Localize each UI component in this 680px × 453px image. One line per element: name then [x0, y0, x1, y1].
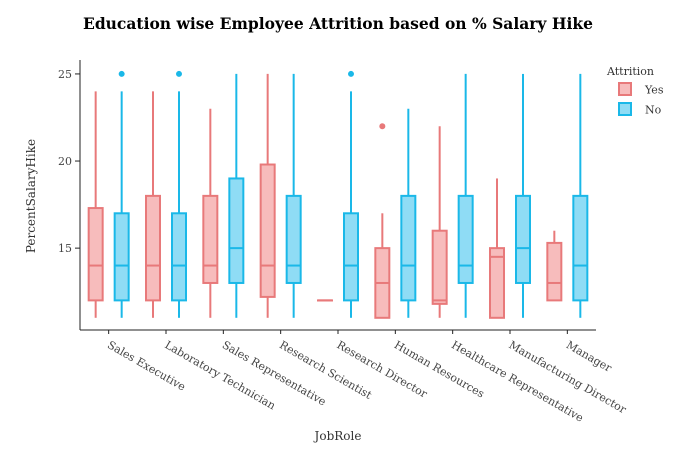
- box-yes: [87, 91, 104, 318]
- box-body: [87, 207, 104, 302]
- box-no: [343, 70, 359, 318]
- box-no: [457, 73, 474, 318]
- outlier-point: [379, 123, 386, 130]
- box-no: [285, 73, 302, 318]
- box-body: [515, 194, 531, 284]
- y-tick-label: 20: [58, 155, 72, 168]
- x-tick-label: Research Scientist: [277, 338, 374, 402]
- box-body: [489, 247, 505, 319]
- box-body: [113, 212, 130, 302]
- box-body: [285, 194, 302, 284]
- box-body: [343, 212, 359, 302]
- legend: Attrition Yes No: [606, 65, 664, 117]
- box-body: [431, 229, 448, 305]
- box-body: [572, 194, 589, 302]
- box-body: [546, 241, 563, 302]
- legend-swatch-yes: [618, 82, 632, 96]
- box-no: [113, 70, 130, 318]
- box-yes: [145, 91, 161, 318]
- y-axis-title: PercentSalaryHike: [24, 139, 38, 253]
- box-body: [457, 194, 474, 284]
- box-yes: [259, 73, 276, 318]
- box-no: [228, 73, 245, 318]
- chart-title: Education wise Employee Attrition based …: [83, 14, 593, 33]
- box-body: [202, 194, 219, 284]
- box-yes: [202, 108, 219, 318]
- x-axis-title: JobRole: [313, 429, 362, 443]
- legend-label-yes: Yes: [644, 84, 664, 97]
- outlier-point: [348, 70, 354, 77]
- y-tick-label: 15: [58, 242, 72, 255]
- box-yes: [546, 230, 563, 302]
- box-no: [400, 108, 417, 318]
- box-no: [515, 73, 531, 318]
- box-body: [228, 177, 245, 284]
- box-no: [171, 70, 187, 318]
- y-tick-labels: 15 20 25: [58, 68, 80, 255]
- box-body: [259, 163, 276, 298]
- y-tick-label: 25: [58, 68, 72, 81]
- box-body: [400, 194, 417, 302]
- outlier-point: [176, 70, 182, 77]
- box-body: [171, 212, 187, 302]
- x-tick-label: Manager: [564, 338, 615, 375]
- outlier-point: [118, 70, 125, 77]
- legend-title: Attrition: [606, 65, 654, 78]
- box-no: [572, 73, 589, 318]
- legend-swatch-no: [618, 102, 632, 116]
- plot-area: [79, 60, 596, 331]
- legend-label-no: No: [645, 104, 662, 117]
- box-yes: [489, 178, 505, 319]
- box-body: [145, 194, 161, 302]
- box-yes: [374, 123, 391, 319]
- box-yes: [431, 126, 448, 318]
